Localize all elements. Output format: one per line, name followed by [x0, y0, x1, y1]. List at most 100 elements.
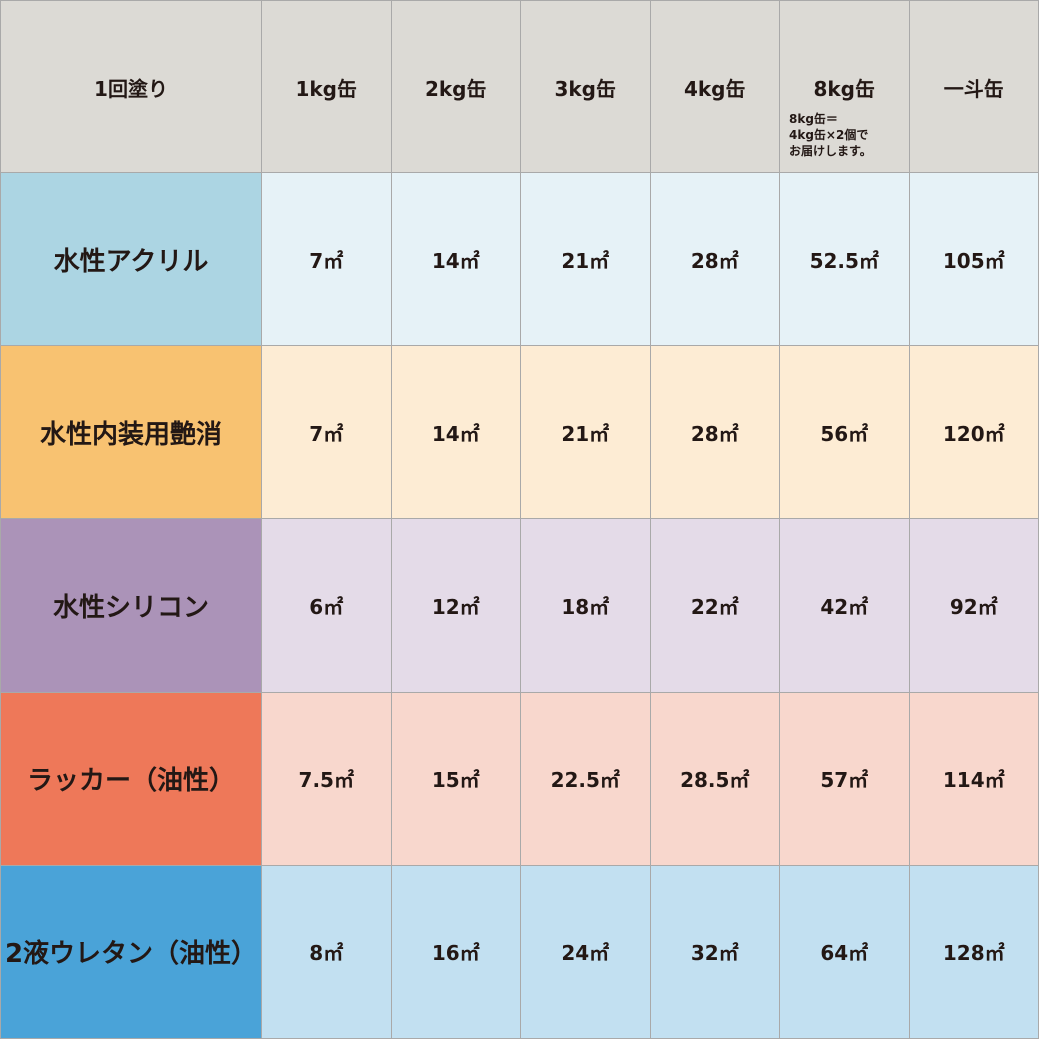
coverage-value: 57	[820, 768, 849, 793]
coverage-value: 6	[309, 594, 324, 619]
unit-label: ㎡	[459, 941, 480, 966]
coverage-value: 21	[561, 421, 590, 446]
coverage-cell: 56㎡	[779, 345, 910, 520]
unit-label: ㎡	[589, 941, 610, 966]
unit-label: ㎡	[323, 421, 344, 446]
header-itto: 一斗缶	[908, 0, 1039, 173]
coverage-value: 7	[309, 421, 324, 446]
coverage-cell: 14㎡	[390, 345, 521, 520]
coverage-cell: 64㎡	[779, 864, 910, 1039]
unit-label: ㎡	[589, 421, 610, 446]
coverage-cell: 120㎡	[908, 345, 1039, 520]
coverage-cell: 8㎡	[261, 864, 392, 1039]
coverage-value: 7.5	[298, 768, 334, 793]
unit-label: ㎡	[729, 768, 750, 793]
coverage-cell: 57㎡	[779, 691, 910, 866]
coverage-cell: 7.5㎡	[261, 691, 392, 866]
coverage-cell: 14㎡	[390, 171, 521, 347]
unit-label: ㎡	[984, 768, 1005, 793]
table-row: 水性シリコン 6㎡ 12㎡ 18㎡ 22㎡ 42㎡ 92㎡	[0, 518, 1039, 693]
coverage-value: 14	[431, 248, 460, 273]
unit-label: ㎡	[984, 421, 1005, 446]
unit-label: ㎡	[459, 248, 480, 273]
row-label: ラッカー（油性）	[0, 691, 262, 866]
coverage-cell: 114㎡	[908, 691, 1039, 866]
coverage-value: 56	[820, 421, 849, 446]
unit-label: ㎡	[977, 594, 998, 619]
table-row: 水性内装用艶消 7㎡ 14㎡ 21㎡ 28㎡ 56㎡ 120㎡	[0, 345, 1039, 520]
coverage-value: 16	[431, 941, 460, 966]
header-8kg: 8kg缶 8kg缶＝ 4kg缶×2個で お届けします。	[779, 0, 910, 173]
coverage-cell: 28.5㎡	[649, 691, 780, 866]
unit-label: ㎡	[718, 248, 739, 273]
coverage-value: 22	[690, 594, 719, 619]
coverage-cell: 21㎡	[520, 171, 651, 347]
header-corner-label: 1回塗り	[94, 77, 168, 101]
coverage-value: 18	[561, 594, 590, 619]
coverage-cell: 28㎡	[649, 345, 780, 520]
header-label: 一斗缶	[943, 77, 1004, 101]
coverage-value: 8	[309, 941, 324, 966]
coverage-cell: 28㎡	[649, 171, 780, 347]
unit-label: ㎡	[718, 941, 739, 966]
coverage-value: 42	[820, 594, 849, 619]
coverage-cell: 22.5㎡	[520, 691, 651, 866]
header-label: 1kg缶	[295, 77, 358, 101]
coverage-cell: 32㎡	[649, 864, 780, 1039]
coverage-cell: 21㎡	[520, 345, 651, 520]
coverage-value: 14	[431, 421, 460, 446]
unit-label: ㎡	[848, 941, 869, 966]
unit-label: ㎡	[599, 768, 620, 793]
coverage-cell: 24㎡	[520, 864, 651, 1039]
unit-label: ㎡	[848, 768, 869, 793]
coverage-cell: 18㎡	[520, 518, 651, 693]
unit-label: ㎡	[984, 248, 1005, 273]
coverage-value: 21	[561, 248, 590, 273]
row-label: 2液ウレタン（油性）	[0, 864, 262, 1039]
header-label: 3kg缶	[554, 77, 617, 101]
coverage-cell: 52.5㎡	[779, 171, 910, 347]
coverage-value: 32	[690, 941, 719, 966]
coverage-value: 28	[690, 421, 719, 446]
unit-label: ㎡	[718, 421, 739, 446]
header-8kg-note: 8kg缶＝ 4kg缶×2個で お届けします。	[789, 112, 872, 158]
coverage-value: 24	[561, 941, 590, 966]
header-3kg: 3kg缶	[520, 0, 651, 173]
unit-label: ㎡	[323, 248, 344, 273]
coverage-cell: 12㎡	[390, 518, 521, 693]
coverage-cell: 16㎡	[390, 864, 521, 1039]
header-label: 8kg缶	[813, 77, 876, 101]
unit-label: ㎡	[333, 768, 354, 793]
coverage-value: 114	[942, 768, 985, 793]
row-label: 水性シリコン	[0, 518, 262, 693]
unit-label: ㎡	[459, 768, 480, 793]
coverage-value: 120	[942, 421, 985, 446]
coverage-cell: 7㎡	[261, 345, 392, 520]
unit-label: ㎡	[858, 248, 879, 273]
coverage-value: 64	[820, 941, 849, 966]
table-row: 水性アクリル 7㎡ 14㎡ 21㎡ 28㎡ 52.5㎡ 105㎡	[0, 171, 1039, 347]
coverage-value: 15	[431, 768, 460, 793]
unit-label: ㎡	[848, 421, 869, 446]
header-2kg: 2kg缶	[390, 0, 521, 173]
header-4kg: 4kg缶	[649, 0, 780, 173]
unit-label: ㎡	[323, 594, 344, 619]
coverage-cell: 42㎡	[779, 518, 910, 693]
header-1kg: 1kg缶	[261, 0, 392, 173]
unit-label: ㎡	[984, 941, 1005, 966]
coverage-value: 28	[690, 248, 719, 273]
coverage-cell: 128㎡	[908, 864, 1039, 1039]
table-row: 2液ウレタン（油性） 8㎡ 16㎡ 24㎡ 32㎡ 64㎡ 128㎡	[0, 864, 1039, 1039]
coverage-cell: 15㎡	[390, 691, 521, 866]
header-row: 1回塗り 1kg缶 2kg缶 3kg缶 4kg缶 8kg缶 8kg缶＝ 4kg缶×…	[0, 0, 1039, 173]
header-label: 4kg缶	[683, 77, 746, 101]
coverage-value: 28.5	[680, 768, 730, 793]
unit-label: ㎡	[718, 594, 739, 619]
coverage-cell: 105㎡	[908, 171, 1039, 347]
coverage-cell: 92㎡	[908, 518, 1039, 693]
coverage-value: 105	[942, 248, 985, 273]
header-corner: 1回塗り	[0, 0, 262, 173]
coverage-cell: 6㎡	[261, 518, 392, 693]
row-label: 水性アクリル	[0, 171, 262, 347]
unit-label: ㎡	[323, 941, 344, 966]
